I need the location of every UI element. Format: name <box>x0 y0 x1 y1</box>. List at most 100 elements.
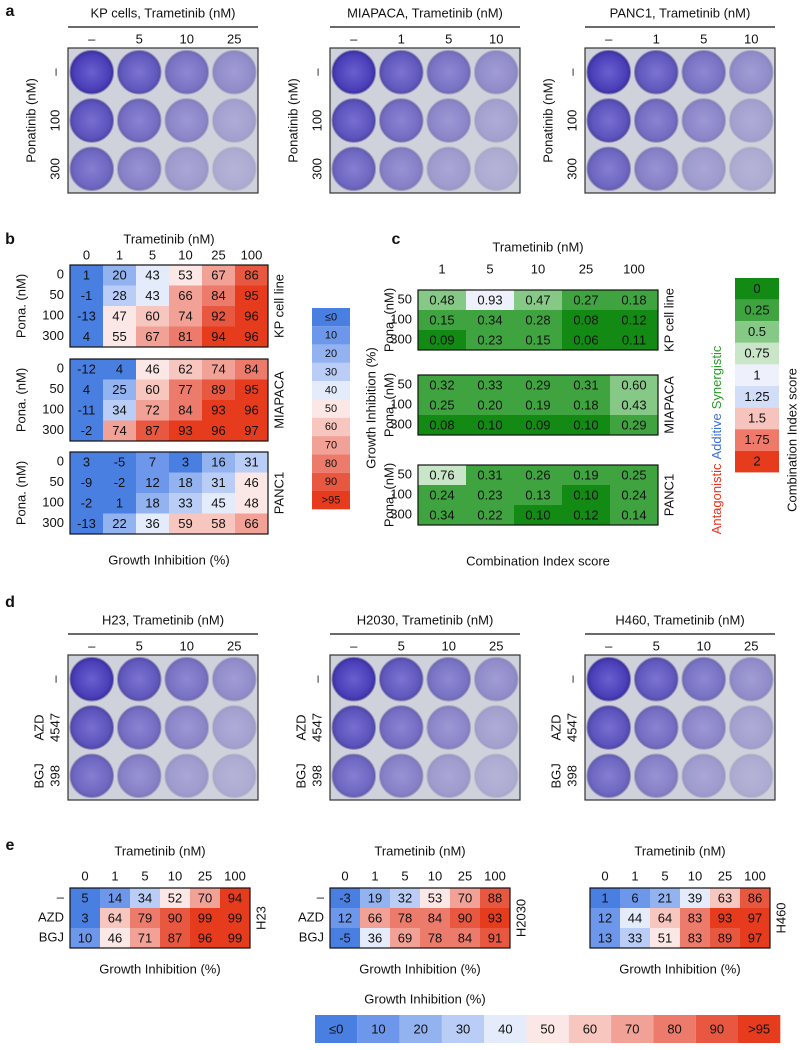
plate-row-label: AZD <box>293 715 308 741</box>
heatmap-cell <box>710 888 740 908</box>
well <box>331 146 377 192</box>
cell-label: 1 <box>601 890 608 905</box>
heatmap-cell <box>480 888 510 908</box>
cell-label: 67 <box>145 329 159 344</box>
cell-label: 62 <box>178 362 192 377</box>
cell-label: 12 <box>598 910 612 925</box>
well <box>164 705 210 750</box>
row-title: Pona. (nM) <box>381 463 396 527</box>
well <box>586 98 632 143</box>
heatmap-cell <box>202 400 235 421</box>
cell-label: -2 <box>81 423 93 438</box>
heatmap-cell <box>103 420 136 441</box>
heatmap-cell <box>235 306 268 327</box>
legend-swatch <box>735 429 779 451</box>
block-name: PANC1 <box>661 474 676 516</box>
heatmap-cell <box>169 452 202 473</box>
cell-label: 0.33 <box>477 377 502 392</box>
plate-row-label: 300 <box>47 158 62 180</box>
cell-label: 55 <box>112 329 126 344</box>
block-name: MIAPACA <box>271 371 286 429</box>
row-label: 50 <box>398 466 412 481</box>
well <box>586 705 632 750</box>
cell-label: 93 <box>211 403 225 418</box>
footer: Growth Inhibition (%) <box>99 961 220 976</box>
cell-label: 1 <box>116 496 123 511</box>
heatmap-cell <box>202 493 235 514</box>
heatmap-cell <box>169 493 202 514</box>
heatmap-cell <box>390 908 420 928</box>
heatmap-border <box>589 887 771 949</box>
cell-label: 4 <box>116 362 123 377</box>
heatmap-cell <box>418 310 466 330</box>
row-label: AZD <box>298 909 324 924</box>
plate-row-label: 398 <box>564 765 579 787</box>
cell-label: 4 <box>83 329 90 344</box>
legend-label: 80 <box>325 458 337 470</box>
well <box>633 49 679 95</box>
column-label: 5 <box>141 868 148 883</box>
cell-label: -13 <box>77 516 96 531</box>
legend-swatch <box>312 399 350 418</box>
column-label: 10 <box>428 868 442 883</box>
cell-label: 87 <box>145 423 159 438</box>
plate-row-label: – <box>564 68 579 76</box>
legend-swatch <box>312 362 350 382</box>
heatmap-cell <box>610 505 658 525</box>
heatmap-cell <box>514 465 562 485</box>
heatmap-cell <box>330 888 360 908</box>
cell-label: 99 <box>198 910 212 925</box>
row-label: 300 <box>42 422 64 437</box>
heatmap-cell <box>160 928 190 948</box>
cell-label: 0.29 <box>621 417 646 432</box>
legend-swatch <box>735 364 779 386</box>
cell-label: 46 <box>145 362 159 377</box>
legend-label: 1.75 <box>744 432 769 447</box>
well <box>211 146 257 192</box>
heatmap-cell <box>620 908 650 928</box>
cell-label: 0.34 <box>477 312 502 327</box>
cell-label: 0.27 <box>573 292 598 307</box>
plate-row-label: 398 <box>309 765 324 787</box>
heatmap-cell <box>190 928 220 948</box>
heatmap-cell <box>466 395 514 415</box>
plate-row-label: BGJ <box>293 763 308 788</box>
plate-row-title: Ponatinib (nM) <box>540 78 555 163</box>
cell-label: 69 <box>398 930 412 945</box>
heatmap-cell <box>70 908 100 928</box>
cell-label: 93 <box>718 910 732 925</box>
heatmap-cell <box>610 485 658 505</box>
heatmap-cell <box>562 330 610 350</box>
plate-column-label: – <box>88 31 96 46</box>
column-label: 100 <box>744 868 766 883</box>
cell-label: 0.10 <box>525 507 550 522</box>
heatmap-cell <box>202 285 235 306</box>
cell-label: 43 <box>145 268 159 283</box>
row-label: 50 <box>50 381 64 396</box>
row-label: 0 <box>57 267 64 282</box>
well <box>426 49 472 95</box>
well <box>633 98 679 143</box>
well <box>331 753 377 799</box>
well <box>681 146 727 192</box>
plate-row-label: 4547 <box>564 713 579 742</box>
heatmap-cell <box>103 400 136 421</box>
cell-label: 18 <box>178 475 192 490</box>
heatmap-cell <box>710 908 740 928</box>
cell-label: 0.25 <box>621 467 646 482</box>
column-label: 25 <box>458 868 472 883</box>
heatmap-cell <box>70 326 103 347</box>
legend-swatch <box>735 407 779 430</box>
well <box>681 49 727 95</box>
cell-label: 0.26 <box>525 467 550 482</box>
heatmap-cell <box>562 505 610 525</box>
plate-column-label: 10 <box>697 638 711 653</box>
heatmap-cell <box>418 505 466 525</box>
cell-label: 0.25 <box>429 397 454 412</box>
plate-column-label: 25 <box>227 638 241 653</box>
heatmap-cell <box>136 379 169 400</box>
legend-label: 0.5 <box>748 324 766 339</box>
plate-column-label: 1 <box>653 31 660 46</box>
well <box>164 98 210 143</box>
cell-label: 66 <box>244 516 258 531</box>
